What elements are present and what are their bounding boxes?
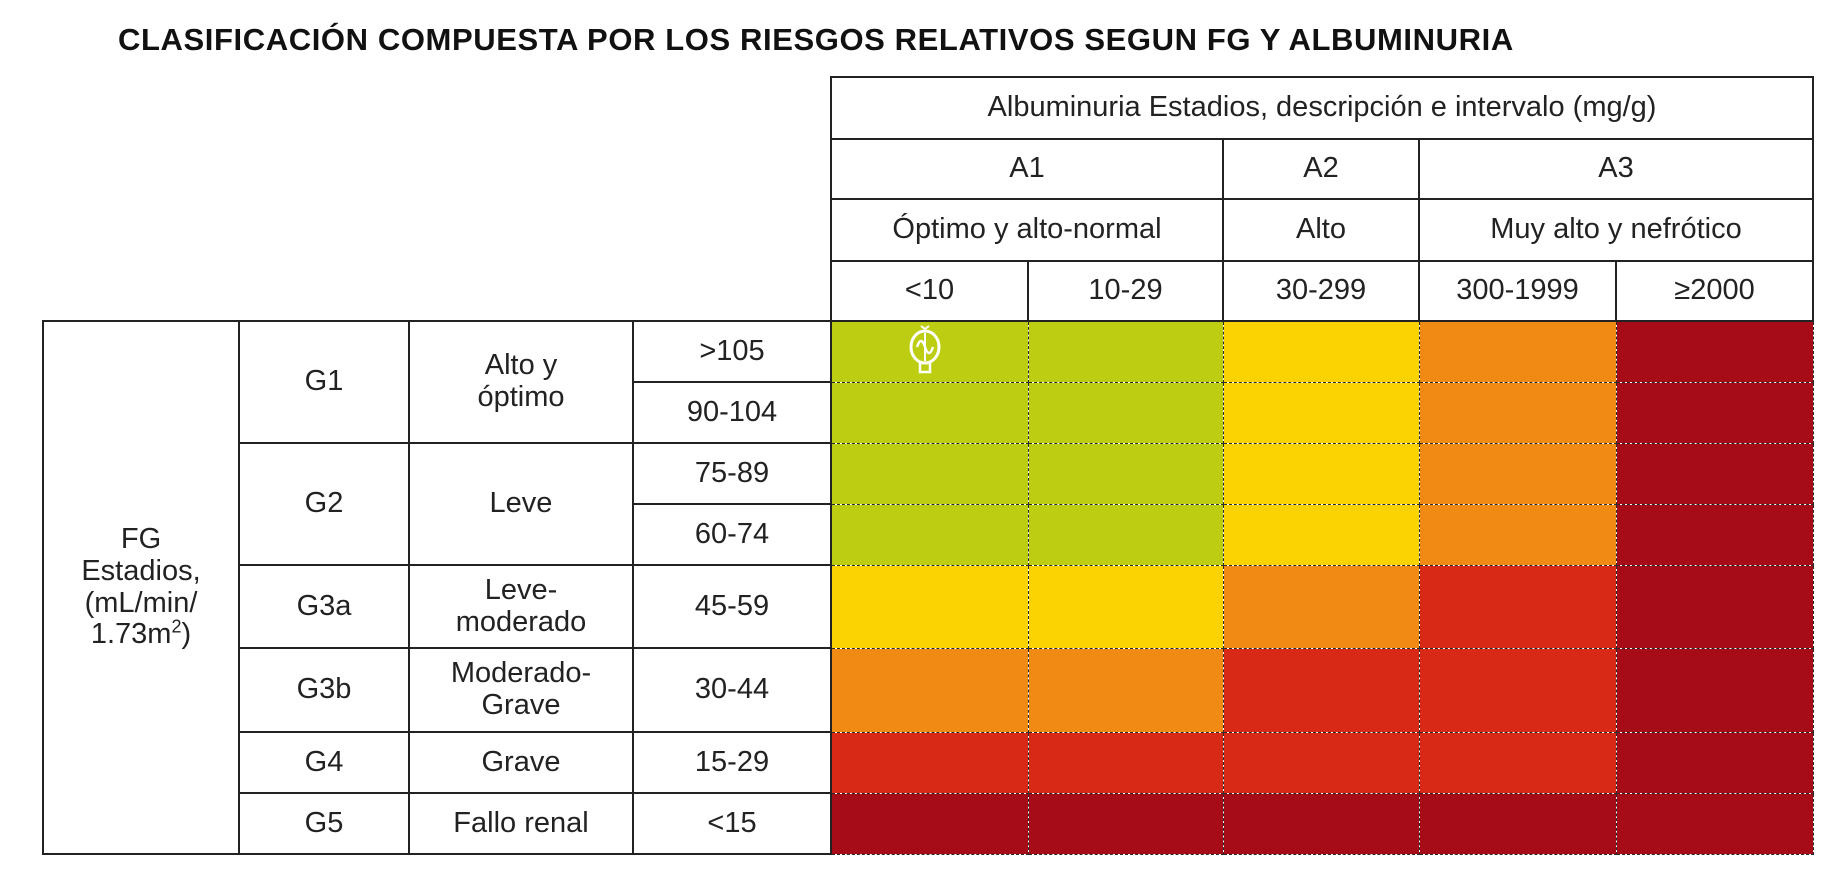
risk-cell-orange [1418,442,1617,505]
risk-cell-green [1027,503,1224,566]
risk-cell-green [830,320,1029,383]
risk-cell-green [830,381,1029,444]
risk-cell-dark-red [1615,503,1814,566]
risk-cell-dark-red [1615,792,1814,855]
stage-g3a-code: G3a [238,564,410,649]
fg-range: >105 [632,320,832,383]
stage-a2-description: Alto [1222,198,1420,262]
albuminuria-header: Albuminuria Estadios, descripción e inte… [830,76,1814,140]
description-line: Grave [481,689,561,721]
risk-cell-orange [830,647,1029,733]
fg-label-close: ) [181,618,192,651]
risk-cell-dark-red [1418,792,1617,855]
risk-cell-dark-red [830,792,1029,855]
fg-range: 45-59 [632,564,832,649]
albuminuria-range: 30-299 [1222,260,1420,322]
stage-a2-code: A2 [1222,138,1420,200]
risk-cell-dark-red [1615,647,1814,733]
risk-cell-yellow [1027,564,1224,649]
risk-cell-yellow [1222,381,1420,444]
risk-cell-red [830,731,1029,794]
risk-cell-orange [1418,320,1617,383]
stage-a1-code: A1 [830,138,1224,200]
table-title: CLASIFICACIÓN COMPUESTA POR LOS RIESGOS … [118,22,1514,57]
risk-cell-yellow [1222,503,1420,566]
fg-range: 60-74 [632,503,832,566]
stage-g2-description: Leve [408,442,634,566]
albuminuria-range: <10 [830,260,1029,322]
risk-cell-red [1418,564,1617,649]
risk-cell-orange [1222,564,1420,649]
risk-cell-yellow [830,564,1029,649]
risk-cell-red [1027,731,1224,794]
fg-range: 90-104 [632,381,832,444]
description-line: Alto y [484,349,558,382]
description-line: Leve [489,487,553,520]
stage-g5-code: G5 [238,792,410,855]
fg-label-line: 1.73m [90,618,172,651]
description-line: óptimo [477,381,565,413]
fg-label-line: (mL/min/ [84,586,198,619]
albuminuria-range: ≥2000 [1615,260,1814,322]
risk-cell-dark-red [1615,381,1814,444]
stage-g5-description: Fallo renal [408,792,634,855]
stage-a3-description: Muy alto y nefrótico [1418,198,1814,262]
stage-a1-description: Óptimo y alto-normal [830,198,1224,262]
stage-g3b-description: Moderado- Grave [408,647,634,733]
risk-cell-red [1222,731,1420,794]
stage-g1-code: G1 [238,320,410,444]
stage-g3b-code: G3b [238,647,410,733]
risk-cell-red [1222,647,1420,733]
risk-cell-dark-red [1615,564,1814,649]
fg-range: 15-29 [632,731,832,794]
fg-label-line: FG [120,522,162,555]
risk-cell-dark-red [1615,442,1814,505]
risk-classification-table: Albuminuria Estadios, descripción e inte… [42,76,1814,855]
risk-cell-dark-red [1027,792,1224,855]
description-line: Grave [481,745,561,778]
risk-cell-orange [1027,647,1224,733]
stage-g4-code: G4 [238,731,410,794]
description-line: moderado [455,605,587,638]
risk-cell-dark-red [1615,320,1814,383]
fg-range: 75-89 [632,442,832,505]
albuminuria-range: 10-29 [1027,260,1224,322]
stage-a3-code: A3 [1418,138,1814,200]
risk-cell-red [1418,647,1617,733]
risk-cell-dark-red [1615,731,1814,794]
risk-cell-green [830,442,1029,505]
risk-cell-yellow [1222,442,1420,505]
risk-cell-green [1027,442,1224,505]
stage-g2-code: G2 [238,442,410,566]
description-line: Leve- [484,573,558,606]
risk-cell-green [830,503,1029,566]
stage-g4-description: Grave [408,731,634,794]
fg-range: 30-44 [632,647,832,733]
stage-g1-description: Alto y óptimo [408,320,634,444]
risk-cell-green [1027,381,1224,444]
risk-cell-orange [1418,503,1617,566]
risk-cell-orange [1418,381,1617,444]
risk-cell-yellow [1222,320,1420,383]
risk-cell-green [1027,320,1224,383]
risk-cell-red [1418,731,1617,794]
description-line: Moderado- [450,657,592,690]
fg-range: <15 [632,792,832,855]
risk-cell-dark-red [1222,792,1420,855]
fg-label: FG Estadios, (mL/min/ 1.73m2) [42,320,240,855]
albuminuria-range: 300-1999 [1418,260,1617,322]
stage-g3a-description: Leve- moderado [408,564,634,649]
fg-label-line: Estadios, [81,554,201,587]
fg-label-superscript: 2 [171,616,182,637]
description-line: Fallo renal [453,806,589,839]
